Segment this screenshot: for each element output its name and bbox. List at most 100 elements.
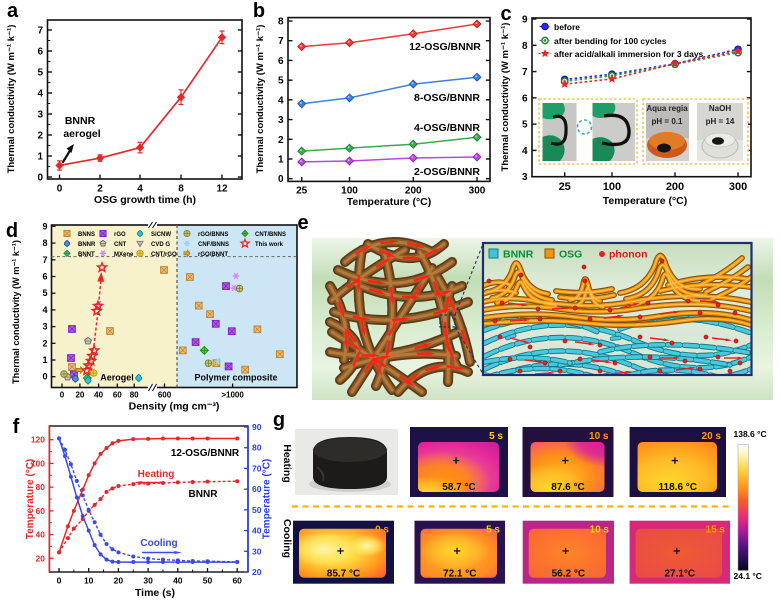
- svg-text:6: 6: [42, 272, 47, 282]
- svg-text:2-OSG/BNNR: 2-OSG/BNNR: [414, 166, 480, 178]
- svg-text:BNNR: BNNR: [189, 489, 219, 500]
- svg-text:100: 100: [603, 181, 621, 193]
- svg-text:50: 50: [252, 505, 262, 515]
- svg-text:Thermal conductivity (W m⁻¹ k⁻: Thermal conductivity (W m⁻¹ k⁻¹): [11, 240, 21, 384]
- svg-text:6: 6: [278, 56, 284, 67]
- svg-text:4: 4: [37, 89, 43, 100]
- svg-text:6: 6: [37, 47, 43, 58]
- svg-text:0: 0: [278, 174, 284, 185]
- svg-text:4-OSG/BNNR: 4-OSG/BNNR: [414, 122, 480, 134]
- svg-text:0: 0: [42, 372, 47, 382]
- svg-text:after acid/alkali immersion fo: after acid/alkali immersion for 3 days: [554, 49, 704, 59]
- svg-text:7: 7: [522, 67, 528, 78]
- svg-text:600: 600: [158, 391, 172, 400]
- svg-text:60: 60: [113, 391, 122, 400]
- svg-text:200: 200: [405, 186, 422, 197]
- svg-text:CNT: CNT: [114, 242, 127, 248]
- svg-text:12-OSG/BNNR: 12-OSG/BNNR: [171, 448, 240, 459]
- svg-text:NaOH: NaOH: [709, 104, 731, 113]
- svg-text:2: 2: [42, 338, 47, 348]
- svg-text:4: 4: [42, 305, 47, 315]
- svg-text:Cooling: Cooling: [281, 519, 293, 558]
- svg-text:90: 90: [252, 422, 262, 432]
- svg-text:phonon: phonon: [609, 249, 647, 261]
- svg-text:3: 3: [42, 322, 47, 332]
- svg-text:2: 2: [278, 135, 284, 146]
- svg-text:rGO/BNNS: rGO/BNNS: [198, 232, 228, 238]
- svg-text:Temperature (°C): Temperature (°C): [262, 459, 273, 540]
- svg-text:before: before: [554, 22, 580, 32]
- svg-text:8: 8: [522, 41, 528, 52]
- svg-text:pH = 14: pH = 14: [706, 117, 735, 126]
- svg-text:BNNT: BNNT: [78, 252, 95, 258]
- svg-text:12-OSG/BNNR: 12-OSG/BNNR: [409, 41, 481, 53]
- svg-text:Thermal conductivity (W m⁻¹ k⁻: Thermal conductivity (W m⁻¹ k⁻¹): [500, 23, 511, 172]
- svg-text:Heating: Heating: [281, 444, 293, 483]
- svg-text:10 s: 10 s: [589, 431, 609, 442]
- svg-text:MXene: MXene: [114, 252, 134, 258]
- svg-text:60: 60: [232, 576, 242, 586]
- svg-text:6: 6: [522, 93, 528, 104]
- svg-text:80: 80: [252, 443, 262, 453]
- svg-text:1: 1: [42, 355, 47, 365]
- svg-text:Temperature (°C): Temperature (°C): [25, 459, 36, 540]
- svg-text:20 s: 20 s: [702, 431, 722, 442]
- svg-text:118.6 °C: 118.6 °C: [659, 482, 697, 493]
- svg-text:20: 20: [75, 391, 84, 400]
- svg-text:5: 5: [522, 120, 528, 131]
- svg-text:Density (mg cm⁻³): Density (mg cm⁻³): [129, 401, 220, 413]
- svg-text:8: 8: [178, 184, 184, 195]
- svg-text:7: 7: [42, 255, 47, 265]
- svg-text:CVD G: CVD G: [151, 242, 170, 248]
- svg-text:g: g: [273, 409, 285, 431]
- svg-text:100: 100: [341, 186, 358, 197]
- svg-text:rGO: rGO: [114, 232, 126, 238]
- svg-text:c: c: [500, 3, 511, 25]
- svg-text:2: 2: [37, 131, 43, 142]
- svg-text:10 s: 10 s: [590, 525, 610, 536]
- svg-text:a: a: [7, 0, 19, 22]
- svg-text:Heating: Heating: [138, 469, 175, 480]
- svg-text:aerogel: aerogel: [63, 128, 100, 140]
- svg-text:8-OSG/BNNR: 8-OSG/BNNR: [414, 92, 480, 104]
- svg-text:after bending for 100 cycles: after bending for 100 cycles: [554, 36, 667, 46]
- svg-text:20: 20: [252, 567, 262, 577]
- svg-text:This work: This work: [255, 242, 284, 248]
- svg-text:80: 80: [130, 391, 139, 400]
- svg-text:d: d: [6, 220, 18, 242]
- svg-text:30: 30: [143, 576, 153, 586]
- svg-text:3: 3: [278, 115, 284, 126]
- svg-text:>1000: >1000: [221, 391, 244, 400]
- svg-text:1: 1: [278, 154, 284, 165]
- svg-text:BNNR: BNNR: [503, 249, 534, 261]
- svg-text:5: 5: [37, 68, 43, 79]
- svg-text:40: 40: [173, 576, 183, 586]
- svg-text:3: 3: [522, 172, 528, 183]
- svg-text:4: 4: [137, 184, 143, 195]
- svg-text:27.1°C: 27.1°C: [664, 569, 695, 580]
- svg-text:0: 0: [57, 184, 63, 195]
- svg-text:Thermal conductivity (W m⁻¹ k⁻: Thermal conductivity (W m⁻¹ k⁻¹): [255, 25, 266, 174]
- svg-text:138.6 °C: 138.6 °C: [734, 429, 767, 439]
- svg-text:OSG: OSG: [559, 249, 582, 261]
- svg-text:8: 8: [278, 17, 284, 28]
- svg-text:30: 30: [252, 546, 262, 556]
- svg-text:10: 10: [84, 576, 94, 586]
- svg-text:Aqua regia: Aqua regia: [646, 104, 688, 113]
- svg-text:4: 4: [522, 146, 528, 157]
- svg-text:85.7 °C: 85.7 °C: [327, 569, 360, 580]
- svg-text:9: 9: [42, 221, 47, 231]
- svg-text:300: 300: [469, 186, 486, 197]
- svg-text:25: 25: [559, 181, 571, 193]
- svg-text:72.1 °C: 72.1 °C: [443, 569, 476, 580]
- svg-text:50: 50: [203, 576, 213, 586]
- svg-text:0: 0: [60, 391, 65, 400]
- svg-text:Temperature (°C): Temperature (°C): [603, 195, 688, 207]
- svg-text:87.6 °C: 87.6 °C: [551, 482, 584, 493]
- svg-text:200: 200: [666, 181, 684, 193]
- svg-text:BNNR: BNNR: [78, 242, 96, 248]
- svg-text:15 s: 15 s: [706, 525, 726, 536]
- svg-text:CNT/rGO: CNT/rGO: [151, 252, 177, 258]
- svg-text:pH = 0.1: pH = 0.1: [652, 117, 683, 126]
- svg-text:300: 300: [729, 181, 747, 193]
